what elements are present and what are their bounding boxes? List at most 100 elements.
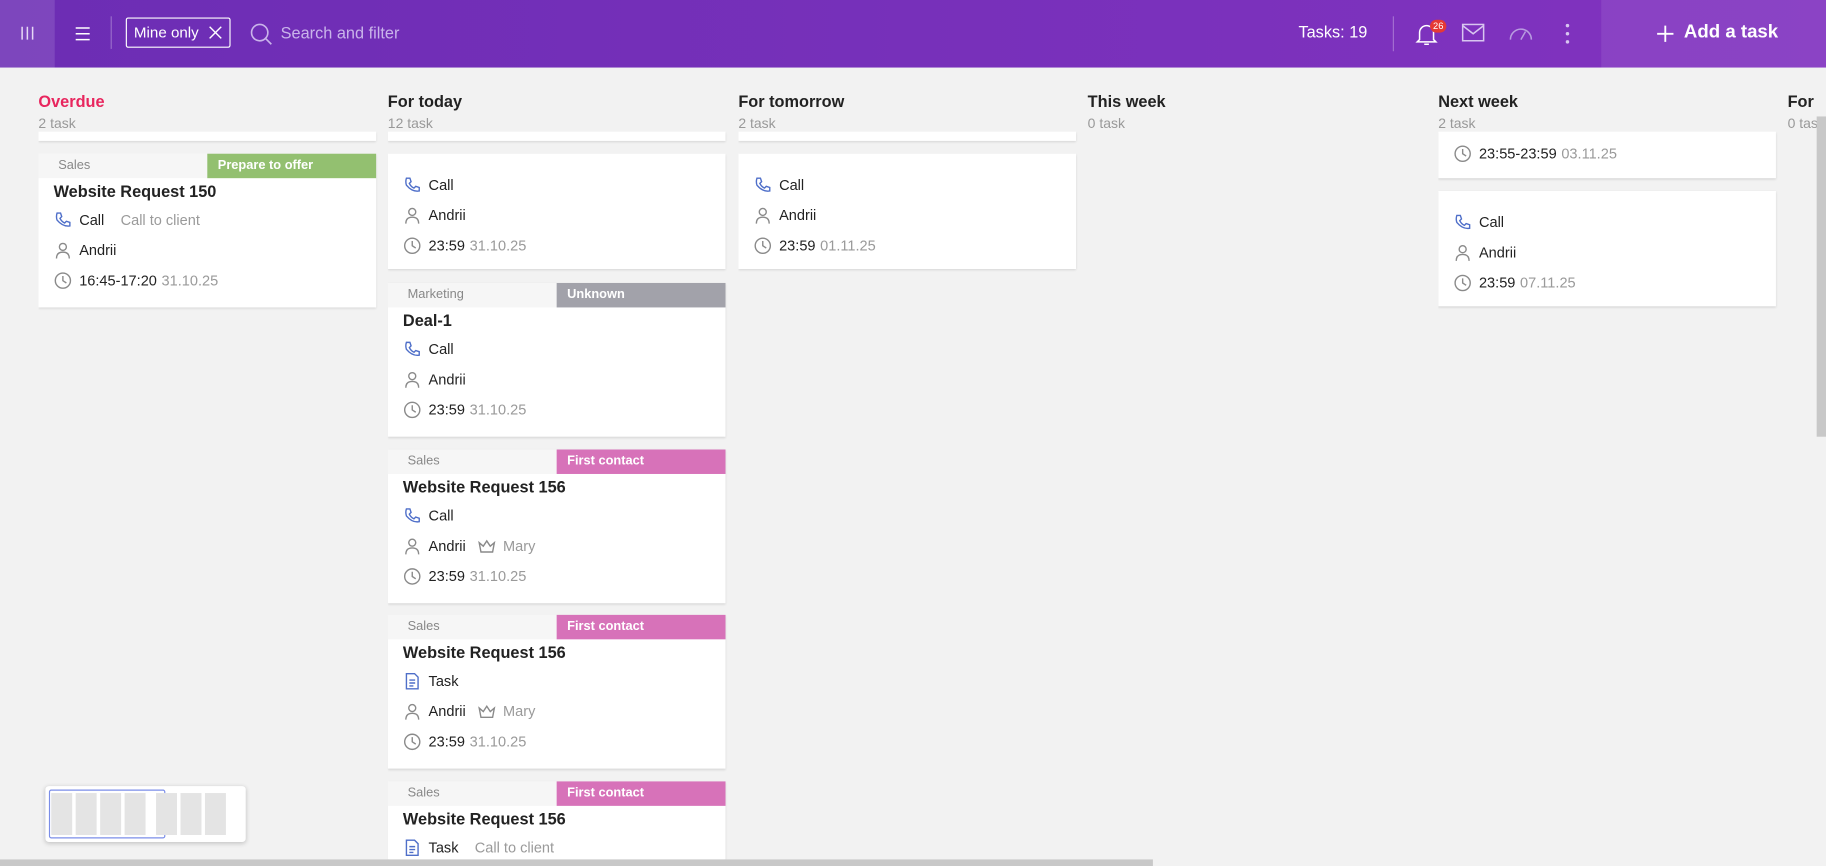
due-date: 31.10.25 [469,401,527,419]
assignee: Andrii [1478,244,1517,261]
stage-tag: First contact [556,781,726,806]
card-header: Marketing Unknown [387,282,726,308]
minimap-columns [51,793,226,835]
icon [405,371,420,388]
task-title: Deal-1 [402,310,452,330]
task-type: Task [428,839,459,856]
due-time: 23:59 [428,401,465,419]
assignee-row: Andrii [1438,238,1776,268]
task-card[interactable]: Marketing Unknown Deal-1 Call Andrii 23:59 31.… [387,282,726,437]
icon [405,207,420,224]
task-card[interactable]: Call Andrii 23:59 07.11.25 [1438,190,1776,307]
icon [1454,145,1471,162]
task-type: Call [428,341,454,358]
task-title: Website Request 150 [53,181,217,201]
icon [403,733,421,751]
due-time: 23:59 [428,733,465,750]
task-card[interactable]: Sales Prepare to offer Website Request 150… [38,153,377,308]
icon [405,508,420,523]
department: Marketing [387,282,557,308]
column-count: 2 task [738,115,776,132]
add-task-label: Add a task [1683,22,1779,42]
icon [405,672,419,690]
icon [55,212,71,227]
department: Sales [387,614,557,640]
task-title: Website Request 156 [402,642,566,662]
type-row: Call [388,501,726,531]
mail-icon[interactable] [1461,23,1485,42]
task-note: Call to client [474,839,555,856]
due-date: 03.11.25 [1561,145,1617,162]
task-count: Tasks: 19 [1298,22,1368,41]
more-icon[interactable] [1558,21,1577,47]
icon [1454,274,1471,292]
add-task-button[interactable]: Add a task [1601,0,1826,68]
assignee-row: Andrii Mary [388,696,726,726]
vertical-scrollbar[interactable] [1816,116,1826,437]
time-row: 23:59 07.11.25 [1438,268,1776,298]
icon [478,705,496,719]
task-card[interactable]: Call Andrii 23:59 31.10.25 [387,153,726,270]
co-executor: Mary [503,538,536,555]
task-title: Website Request 156 [402,809,566,828]
column-cards: Call Andrii 23:59 31.10.25 Marketing Unknown D… [387,131,732,860]
filter-label: Mine only [133,23,199,41]
sidebar-toggle[interactable] [0,0,55,68]
due-date: 01.11.25 [820,237,876,254]
stage-tag: Unknown [556,282,726,308]
horizontal-scrollbar[interactable] [0,859,1153,866]
column-count: 12 task [387,115,433,132]
department: Sales [387,449,557,474]
task-card[interactable]: Call Andrii 23:59 01.11.25 [738,153,1077,270]
assignee-row: Andrii [388,365,726,395]
bell-icon[interactable] [1414,21,1440,47]
due-date: 31.10.25 [469,237,527,254]
mine-only-filter[interactable]: Mine only [125,17,231,48]
due-time: 23:59 [779,237,816,254]
time-row: 23:55-23:59 03.11.25 [1438,139,1776,169]
search-input[interactable]: Search and filter [280,23,400,42]
icon [405,538,420,555]
card-header: Sales First contact [387,614,726,640]
column-count: 0 task [1787,115,1825,132]
co-executor: Mary [503,703,536,720]
task-card[interactable]: Sales First contact Website Request 156 Tas… [387,781,726,860]
icon [405,839,419,857]
icon [403,401,421,419]
column-count: 2 task [1438,115,1476,132]
column-cards [1088,132,1432,860]
task-type: Task [428,673,459,690]
speed-icon[interactable] [1508,22,1534,43]
time-row: 16:45-17:20 31.10.25 [38,266,376,296]
menu-icon[interactable] [72,23,93,44]
time-row: 23:59 31.10.25 [388,395,726,425]
top-bar: Mine only Search and filter Tasks: 19 26… [0,0,1826,68]
assignee: Andrii [428,538,466,555]
due-date: 31.10.25 [469,733,527,750]
task-card[interactable]: 23:55-23:59 03.11.25 [1438,131,1776,179]
minimap[interactable] [45,786,246,842]
assignee-row: Andrii [38,235,376,265]
column-cards: Call Andrii 23:59 01.11.25 [738,131,1082,860]
card-header: Sales First contact [387,781,726,806]
column-cards: Sales Prepare to offer Website Request 150… [38,131,382,860]
stage-tag: First contact [556,614,726,640]
due-date: 31.10.25 [469,568,527,585]
type-row: Call [1438,207,1776,237]
card-partial [38,131,377,141]
due-date: 07.11.25 [1520,274,1576,292]
task-title: Website Request 156 [402,477,566,497]
assignee-row: Andrii [738,200,1076,230]
icon [478,539,496,553]
divider [1392,16,1394,52]
department: Sales [387,781,557,806]
assignee-row: Andrii [388,200,726,230]
icon [403,237,421,254]
task-card[interactable]: Sales First contact Website Request 156 Tas… [387,614,726,769]
icon [755,177,771,192]
clear-filter[interactable] [208,26,222,40]
type-row: Call [738,170,1076,200]
task-card[interactable]: Sales First contact Website Request 156 Cal… [387,449,726,604]
column-title: Overdue [38,91,105,111]
